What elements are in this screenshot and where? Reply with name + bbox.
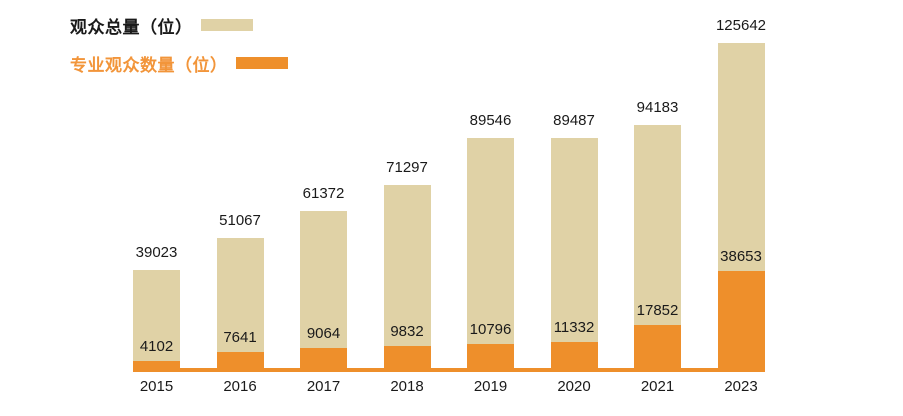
professional-value-label: 17852 (636, 302, 679, 320)
year-label: 2020 (557, 378, 591, 395)
legend-item-total: 观众总量（位） (70, 13, 288, 37)
professional-value-label: 7641 (223, 328, 257, 346)
year-label: 2019 (473, 378, 508, 395)
professional-bar (717, 270, 765, 372)
total-value-label: 89487 (553, 111, 595, 129)
total-value-label: 39023 (135, 243, 178, 261)
legend-professional-label: 专业观众数量（位） (70, 55, 228, 75)
professional-bar (300, 348, 347, 372)
baseline-strip (133, 368, 765, 372)
year-label: 2021 (640, 378, 675, 395)
total-bar (383, 185, 431, 372)
professional-value-label: 9064 (306, 325, 341, 343)
professional-bar (550, 342, 598, 372)
year-label: 2023 (724, 378, 758, 395)
professional-value-label: 4102 (139, 338, 174, 356)
professional-value-label: 10796 (469, 320, 512, 338)
year-label: 2018 (390, 378, 424, 395)
total-value-label: 61372 (302, 185, 345, 203)
legend-item-professional: 专业观众数量（位） (70, 51, 288, 75)
total-value-label: 94183 (636, 99, 679, 117)
professional-bar (634, 325, 681, 372)
professional-bar (216, 351, 264, 372)
total-value-label: 125642 (715, 17, 767, 34)
professional-value-label: 9832 (390, 323, 424, 341)
legend-total-swatch (200, 19, 253, 31)
year-label: 2016 (223, 378, 257, 395)
total-value-label: 71297 (386, 159, 428, 177)
professional-bar (133, 361, 180, 372)
year-label: 2015 (139, 378, 174, 395)
legend-professional-swatch (235, 57, 288, 69)
professional-value-label: 11332 (553, 319, 595, 337)
professional-value-label: 38653 (720, 247, 762, 265)
year-label: 2017 (306, 378, 341, 395)
total-bar (216, 238, 264, 372)
total-bar (133, 269, 180, 372)
legend-total-label: 观众总量（位） (70, 17, 193, 37)
total-value-label: 89546 (469, 111, 512, 129)
total-bar (550, 137, 598, 372)
professional-bar (467, 343, 514, 372)
legend: 观众总量（位） 专业观众数量（位） (70, 13, 288, 89)
total-bar (300, 211, 347, 372)
professional-bar (383, 346, 431, 372)
total-value-label: 51067 (219, 212, 261, 230)
total-bar (467, 137, 514, 372)
